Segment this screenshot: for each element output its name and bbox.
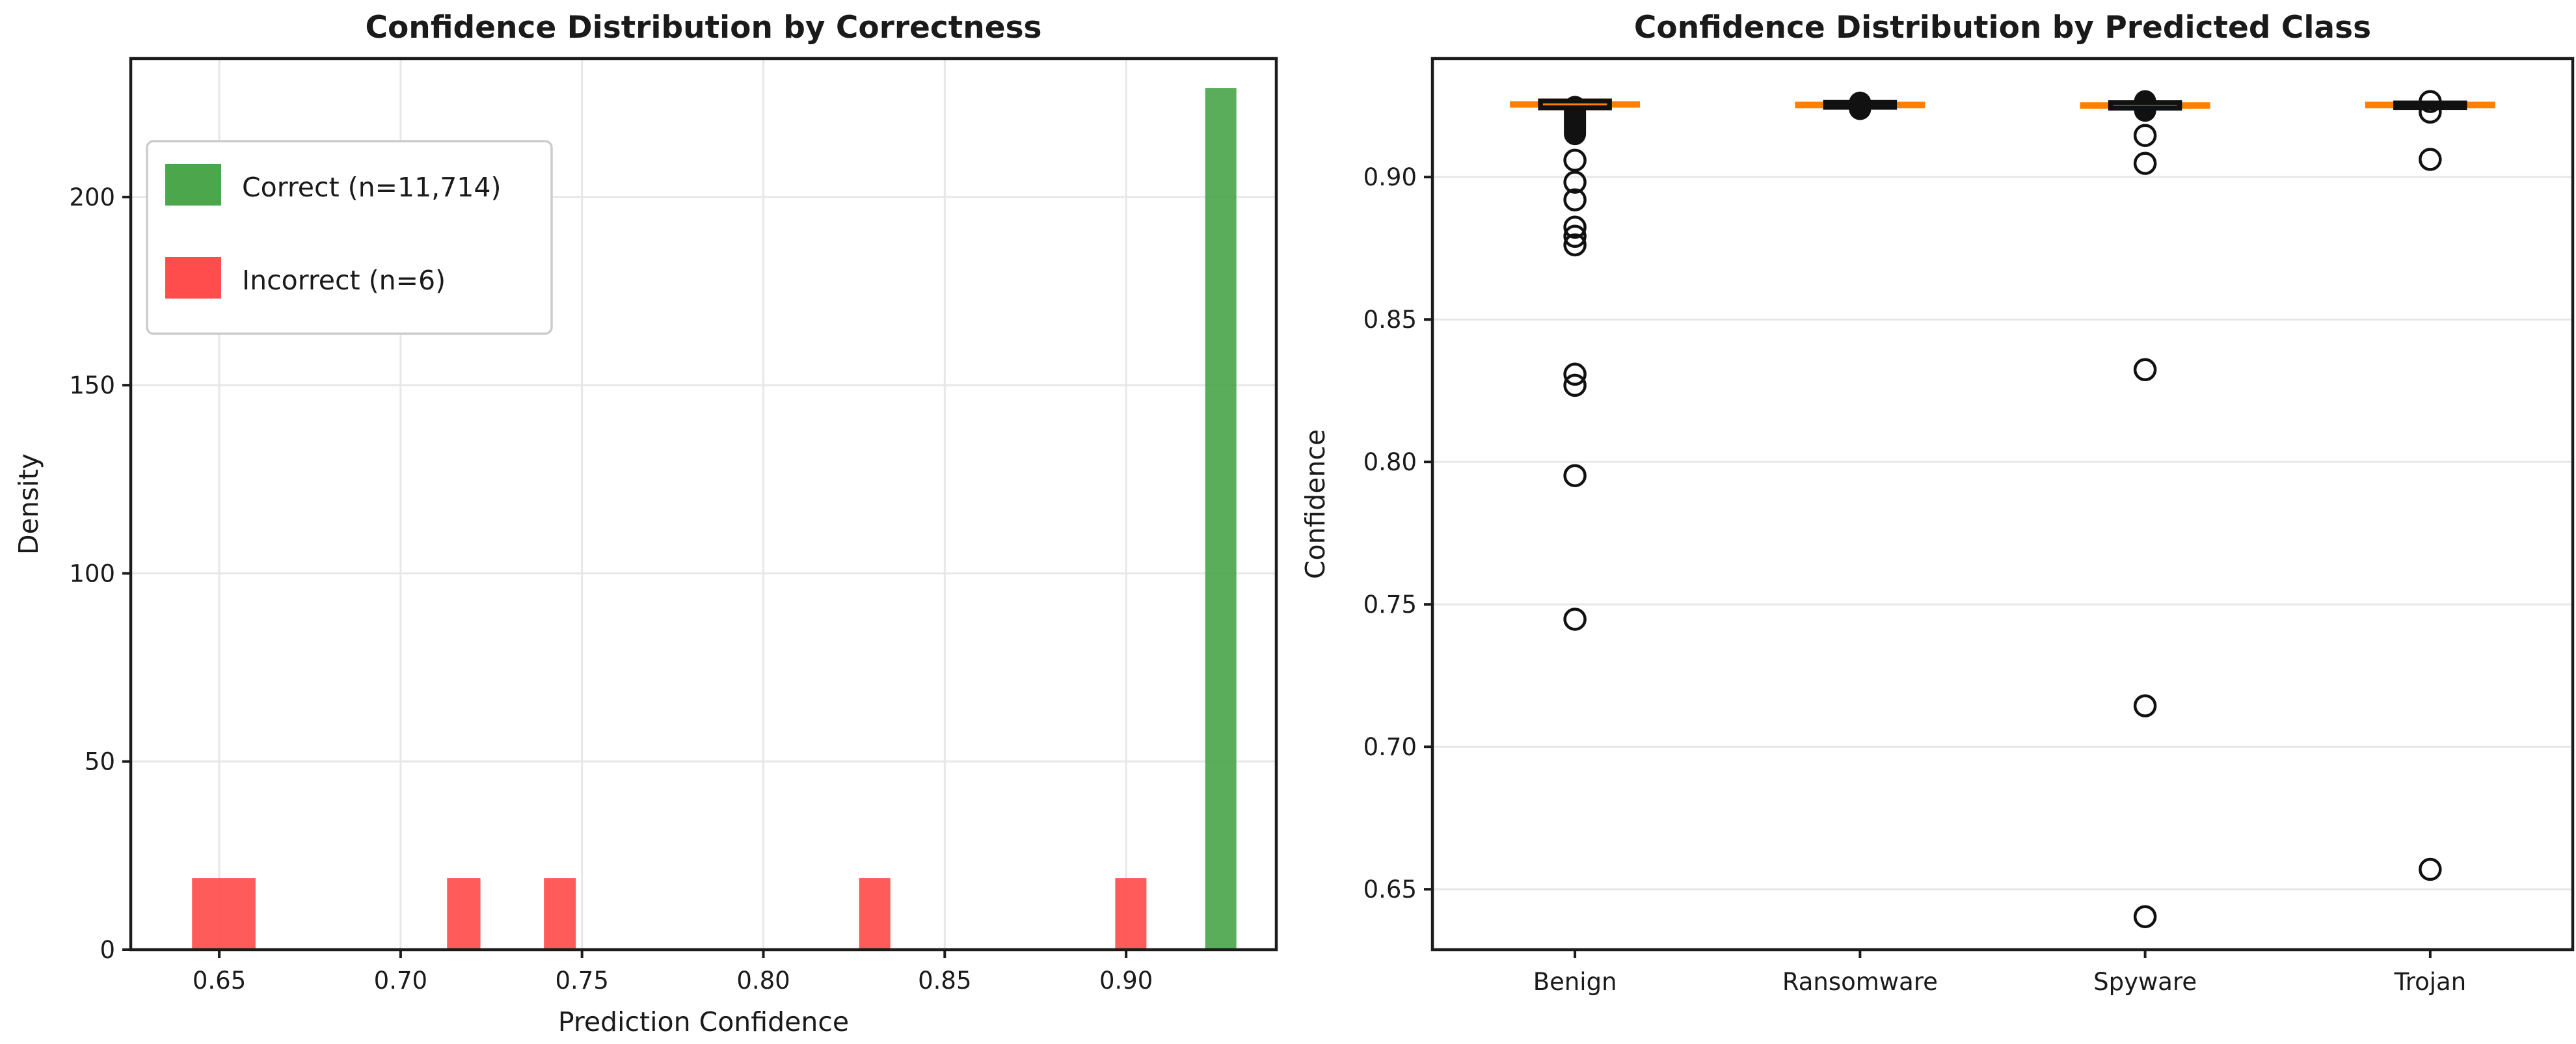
outlier-point <box>1563 233 1587 257</box>
outlier-point <box>2419 148 2442 171</box>
histogram-bar-incorrect <box>859 878 891 950</box>
legend-swatch-correct <box>165 164 221 206</box>
histogram-confidence-by-correctness: 0.65 0.70 0.75 0.80 0.85 0.90 0 50 100 150 200 Conf… <box>13 10 1278 1037</box>
iqr-box <box>1823 100 1898 110</box>
y-tick-label: 200 <box>69 183 115 211</box>
x-tick-label: 0.85 <box>918 967 971 995</box>
outlier-point <box>2419 90 2442 113</box>
outlier-point <box>2133 124 2157 148</box>
iqr-box <box>2393 100 2467 111</box>
outlier-point <box>1563 188 1587 211</box>
outlier-point <box>2133 152 2157 175</box>
histogram-bar-incorrect <box>192 878 256 950</box>
x-tick-label: 0.65 <box>193 967 246 995</box>
box-benign <box>1510 96 1641 631</box>
y-axis-label: Confidence <box>1300 429 1331 580</box>
histogram-bar-incorrect <box>447 878 481 950</box>
y-tick-label: 0.80 <box>1363 448 1417 476</box>
y-tick-label: 150 <box>69 371 115 399</box>
y-tick-label: 0.90 <box>1363 163 1417 191</box>
outlier-point <box>2419 100 2442 124</box>
outlier-point <box>1563 215 1587 239</box>
x-tick-label: 0.90 <box>1099 967 1153 995</box>
box-trojan <box>2365 90 2495 881</box>
x-tick-label: 0.70 <box>374 967 427 995</box>
plot-spines <box>1430 57 2575 952</box>
outlier-point <box>2133 905 2157 928</box>
histogram-bar-correct <box>1205 88 1237 950</box>
boxplot-confidence-by-class: 0.65 0.70 0.75 0.80 0.85 0.90 Benign Ransomware… <box>1300 10 2575 996</box>
plot-spines <box>129 57 1278 952</box>
x-tick-label: 0.75 <box>555 967 608 995</box>
outlier-point <box>2133 358 2157 382</box>
legend-swatch-incorrect <box>165 257 221 299</box>
x-axis-label: Prediction Confidence <box>558 1006 849 1037</box>
outlier-point <box>1563 373 1587 397</box>
category-label: Spyware <box>2093 968 2197 996</box>
outlier-point <box>1563 608 1587 631</box>
y-tick-label: 0 <box>100 936 115 964</box>
left-chart-title: Confidence Distribution by Correctness <box>365 10 1041 46</box>
iqr-box <box>1538 98 1612 111</box>
outlier-point <box>1563 148 1587 172</box>
right-chart-title: Confidence Distribution by Predicted Cla… <box>1634 10 2371 46</box>
iqr-box <box>2108 100 2182 111</box>
y-tick-label: 0.75 <box>1363 591 1417 619</box>
legend: Correct (n=11,714) Incorrect (n=6) <box>146 140 553 335</box>
outlier-point <box>1563 170 1587 194</box>
outlier-point <box>2419 857 2442 881</box>
category-label: Trojan <box>2394 968 2467 996</box>
y-tick-label: 100 <box>69 559 115 587</box>
box-ransomware <box>1795 91 1925 120</box>
y-tick-label: 50 <box>85 748 115 776</box>
outlier-point <box>1563 362 1587 386</box>
outlier-point <box>1563 224 1587 248</box>
box-spyware <box>2080 90 2210 928</box>
y-axis-label: Density <box>13 453 44 555</box>
histogram-bar-incorrect <box>544 878 576 950</box>
y-tick-label: 0.65 <box>1363 876 1417 903</box>
legend-box <box>146 140 553 335</box>
outlier-point <box>2133 694 2157 717</box>
histogram-bar-incorrect <box>1115 878 1147 950</box>
y-tick-label: 0.70 <box>1363 733 1417 761</box>
category-label: Ransomware <box>1782 968 1938 996</box>
y-tick-label: 0.85 <box>1363 306 1417 334</box>
legend-label: Correct (n=11,714) <box>242 172 501 203</box>
legend-label: Incorrect (n=6) <box>242 265 446 296</box>
category-label: Benign <box>1533 968 1617 996</box>
outlier-point <box>1563 464 1587 487</box>
x-tick-label: 0.80 <box>736 967 790 995</box>
